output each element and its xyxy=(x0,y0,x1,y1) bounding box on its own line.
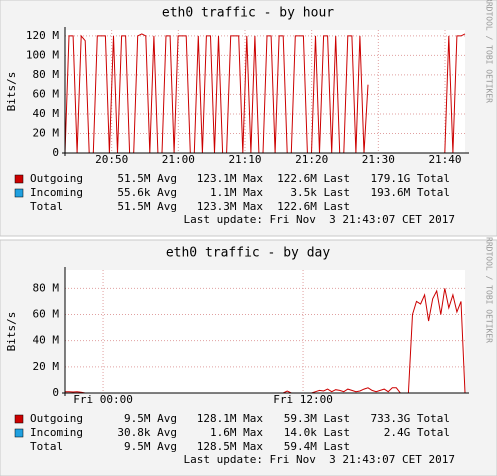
legend-stat: 3.5k Last xyxy=(290,186,350,199)
y-axis-label: Bits/s xyxy=(5,312,18,352)
legend-stat: 14.0k Last xyxy=(284,426,350,439)
graph-panel: eth0 traffic - by day RRDTOOL / TOBI OETI… xyxy=(0,237,497,476)
y-tick-label: 20 M xyxy=(33,360,60,373)
legend-swatch xyxy=(14,428,24,438)
y-tick-label: 80 M xyxy=(33,281,60,294)
graph-panel: eth0 traffic - by hour RRDTOOL / TOBI OET… xyxy=(0,0,497,237)
legend-name: Total xyxy=(30,440,63,453)
legend-stat: 9.5M Avg xyxy=(124,440,177,453)
legend-stat: 9.5M Avg xyxy=(124,412,177,425)
x-tick-label: Fri 12:00 xyxy=(273,393,333,406)
y-tick-label: 0 xyxy=(52,146,59,159)
legend-stat: 59.4M Last xyxy=(284,440,350,453)
y-tick-label: 80 M xyxy=(33,68,60,81)
y-tick-label: 60 M xyxy=(33,87,60,100)
legend-stat: 59.3M Last xyxy=(284,412,350,425)
y-tick-label: 120 M xyxy=(26,29,59,42)
x-tick-label: 21:40 xyxy=(428,153,461,166)
legend-swatch xyxy=(14,174,24,184)
legend-stat: 30.8k Avg xyxy=(117,426,177,439)
x-tick-label: 21:10 xyxy=(228,153,261,166)
legend-swatch xyxy=(14,188,24,198)
legend-stat: 123.3M Max xyxy=(197,200,264,213)
footer: Last update: Fri Nov 3 21:43:07 CET 2017 xyxy=(183,213,455,226)
legend-stat: 1.1M Max xyxy=(210,186,263,199)
traffic-line xyxy=(444,33,466,154)
legend-stat: 55.6k Avg xyxy=(117,186,177,199)
plot-area xyxy=(65,270,465,393)
legend-stat: 128.1M Max xyxy=(197,412,264,425)
legend-stat: 122.6M Last xyxy=(277,172,350,185)
legend-stat: 51.5M Avg xyxy=(117,172,177,185)
chart-title: eth0 traffic - by day xyxy=(166,246,331,261)
y-tick-label: 40 M xyxy=(33,107,60,120)
legend-name: Outgoing xyxy=(30,172,83,185)
legend-name: Incoming xyxy=(30,426,83,439)
footer: Last update: Fri Nov 3 21:43:07 CET 2017 xyxy=(183,453,455,466)
x-tick-label: 21:00 xyxy=(162,153,195,166)
x-tick-label: Fri 00:00 xyxy=(73,393,133,406)
legend-swatch xyxy=(14,414,24,424)
legend-stat: 179.1G Total xyxy=(371,172,450,185)
legend-stat: 193.6M Total xyxy=(371,186,450,199)
y-tick-label: 0 xyxy=(52,386,59,399)
legend-stat: 122.6M Last xyxy=(277,200,350,213)
legend-name: Total xyxy=(30,200,63,213)
credit: RRDTOOL / TOBI OETIKER xyxy=(485,0,494,103)
legend-stat: 2.4G Total xyxy=(384,426,450,439)
legend-name: Outgoing xyxy=(30,412,83,425)
y-tick-label: 60 M xyxy=(33,307,60,320)
y-axis-label: Bits/s xyxy=(5,72,18,112)
x-tick-label: 20:50 xyxy=(95,153,128,166)
chart-title: eth0 traffic - by hour xyxy=(162,6,334,21)
y-tick-label: 40 M xyxy=(33,334,60,347)
legend-stat: 1.6M Max xyxy=(210,426,263,439)
legend-stat: 123.1M Max xyxy=(197,172,264,185)
traffic-line xyxy=(64,33,369,154)
y-tick-label: 20 M xyxy=(33,126,60,139)
x-tick-label: 21:30 xyxy=(362,153,395,166)
legend-name: Incoming xyxy=(30,186,83,199)
legend-stat: 128.5M Max xyxy=(197,440,264,453)
legend-stat: 51.5M Avg xyxy=(117,200,177,213)
x-tick-label: 21:20 xyxy=(295,153,328,166)
credit: RRDTOOL / TOBI OETIKER xyxy=(485,237,494,343)
y-tick-label: 100 M xyxy=(26,48,59,61)
legend-stat: 733.3G Total xyxy=(371,412,450,425)
